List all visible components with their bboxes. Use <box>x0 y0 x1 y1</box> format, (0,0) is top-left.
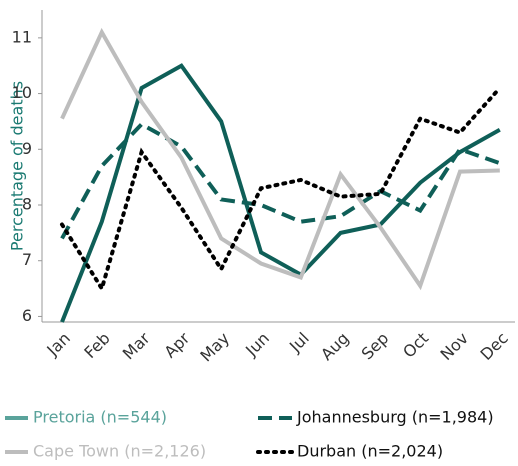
y-tick-label: 11 <box>12 27 32 46</box>
series-line <box>60 86 502 294</box>
series-line <box>60 121 501 240</box>
legend-label: Pretoria (n=544) <box>33 408 167 427</box>
series-line <box>60 63 501 323</box>
x-tick-label: Nov <box>436 329 472 365</box>
x-tick-label: Mar <box>119 328 154 363</box>
legend-label: Cape Town (n=2,126) <box>33 442 206 461</box>
x-tick-label: Jul <box>285 329 313 357</box>
x-tick-label: Apr <box>160 328 193 361</box>
x-tick-label: Dec <box>476 329 511 364</box>
x-tick-label: Jun <box>241 329 273 361</box>
x-tick-label: May <box>196 329 233 366</box>
x-tick-label: Feb <box>80 329 113 362</box>
x-tick-label: Jan <box>42 329 74 361</box>
series-line <box>60 27 500 291</box>
y-tick-label: 9 <box>22 139 32 158</box>
y-tick-label: 10 <box>12 83 32 102</box>
legend-label: Durban (n=2,024) <box>297 442 443 461</box>
x-tick-label: Oct <box>399 329 432 362</box>
legend-label: Johannesburg (n=1,984) <box>296 408 494 427</box>
y-tick-label: 7 <box>22 250 32 269</box>
y-tick-label: 6 <box>22 306 32 325</box>
y-axis-label: Percentage of deaths <box>8 81 27 251</box>
y-tick-label: 8 <box>22 195 32 214</box>
x-tick-label: Sep <box>358 329 393 364</box>
x-tick-label: Aug <box>317 329 353 365</box>
